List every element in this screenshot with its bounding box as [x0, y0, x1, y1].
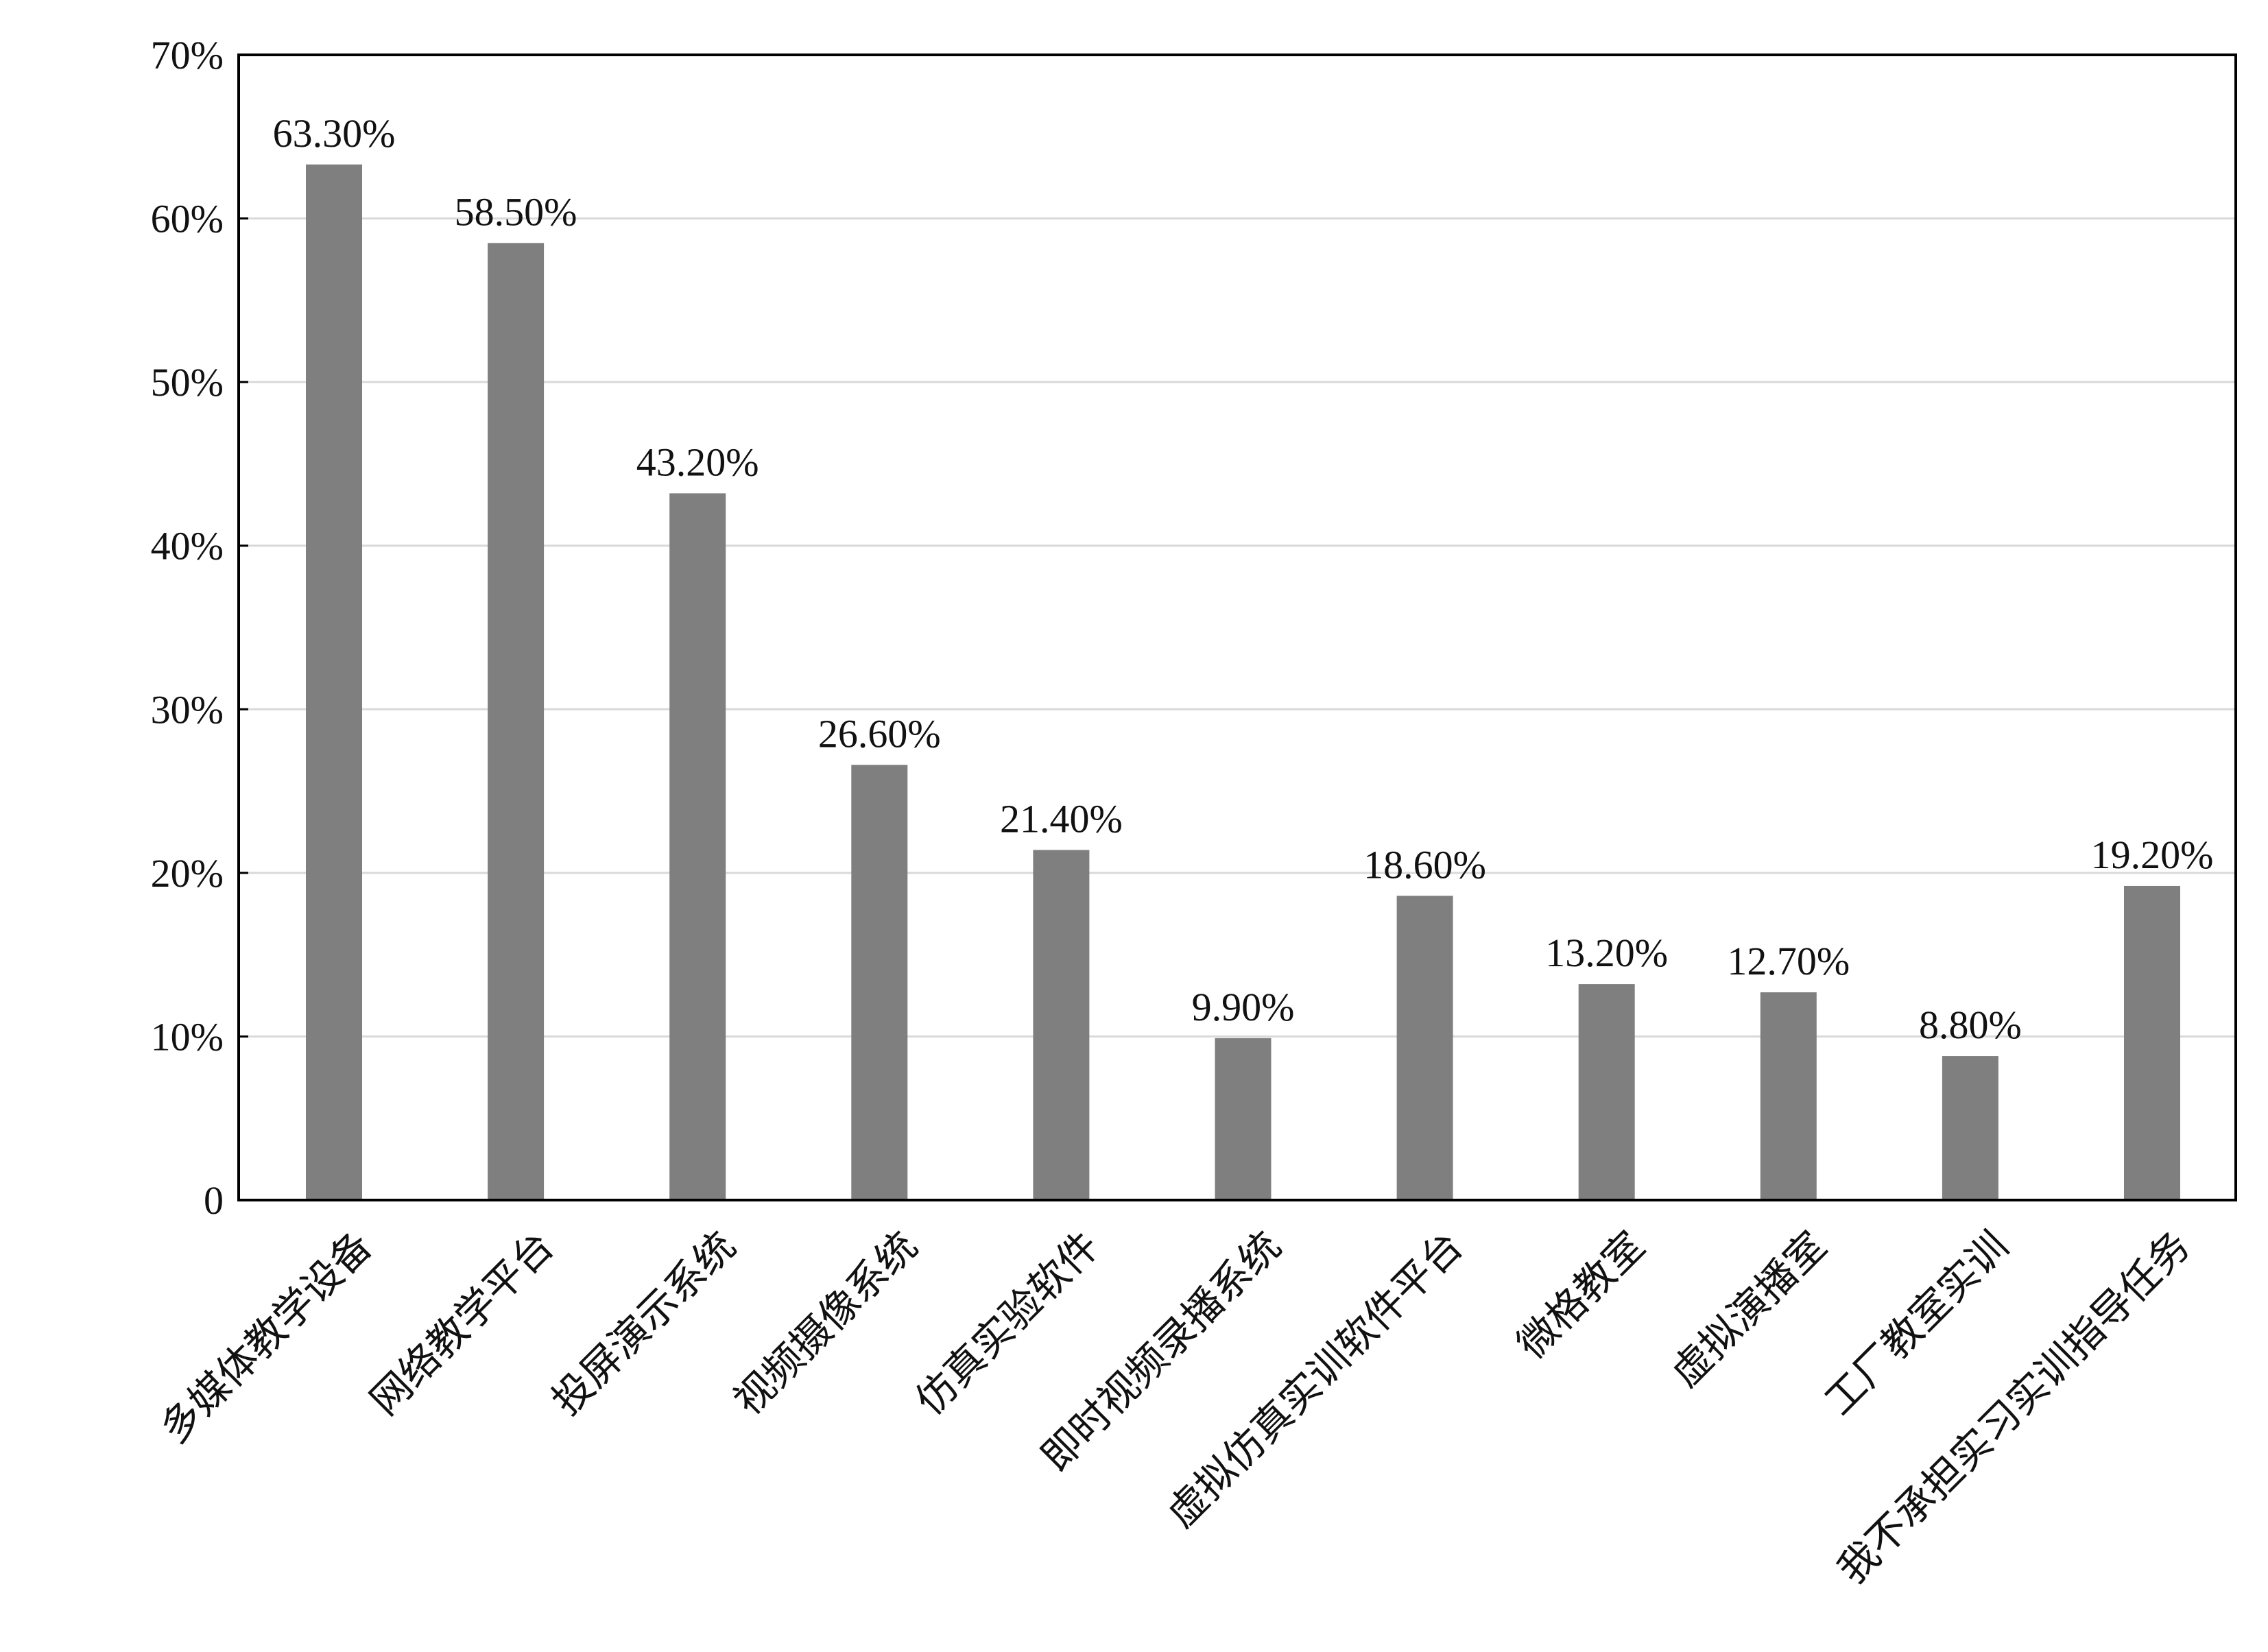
bars	[306, 164, 2180, 1201]
bar	[306, 164, 362, 1200]
bar	[1396, 896, 1453, 1200]
x-tick-label: 视频摄像系统	[725, 1222, 927, 1424]
bar	[1033, 850, 1090, 1200]
y-tick-label: 30%	[151, 687, 224, 732]
data-label: 43.20%	[636, 440, 759, 484]
x-tick-label: 工厂教室实训	[1815, 1222, 2017, 1424]
y-tick-label: 10%	[151, 1014, 224, 1059]
x-tick-label: 我不承担实习实训指导任务	[1828, 1222, 2199, 1592]
data-label: 13.20%	[1545, 931, 1668, 975]
bar	[488, 243, 545, 1200]
gridlines	[239, 217, 2236, 1038]
bar	[1215, 1038, 1272, 1200]
bar	[1578, 984, 1635, 1200]
bar	[1942, 1056, 1998, 1200]
data-label: 18.60%	[1363, 842, 1486, 887]
data-label: 58.50%	[455, 189, 577, 234]
y-tick-label: 50%	[151, 360, 224, 405]
bar	[1760, 992, 1817, 1200]
data-labels: 63.30% 58.50% 43.20% 26.60% 21.40% 9.90% 18.60…	[273, 111, 2214, 1047]
x-tick-label: 网络教学平台	[361, 1222, 562, 1424]
data-label: 63.30%	[273, 111, 396, 156]
bar	[2124, 885, 2180, 1200]
y-tick-label: 60%	[151, 197, 224, 241]
x-tick-label: 虚拟演播室	[1662, 1222, 1835, 1396]
y-tick-label: 40%	[151, 524, 224, 568]
x-tick-label: 多媒体教学设备	[151, 1222, 381, 1452]
x-tick-label: 虚拟仿真实训软件平台	[1158, 1222, 1472, 1536]
x-tick-label: 仿真实验软件	[907, 1222, 1108, 1424]
bar	[669, 493, 726, 1201]
y-tick-label: 0	[204, 1178, 224, 1223]
y-tick-label: 20%	[151, 851, 224, 896]
y-axis-ticks: 0 10% 20% 30% 40% 50% 60% 70%	[151, 33, 248, 1223]
data-label: 19.20%	[2091, 833, 2214, 877]
data-label: 21.40%	[1000, 796, 1123, 841]
bar	[851, 765, 908, 1200]
data-label: 9.90%	[1192, 985, 1295, 1029]
plot-frame	[237, 53, 2237, 1201]
x-tick-label: 微格教室	[1508, 1222, 1654, 1367]
data-label: 26.60%	[818, 711, 941, 756]
category-labels: 多媒体教学设备网络教学平台投屏演示系统视频摄像系统仿真实验软件即时视频录播系统虚…	[151, 1222, 2199, 1592]
data-label: 8.80%	[1919, 1003, 2022, 1047]
data-label: 12.70%	[1727, 939, 1850, 983]
x-tick-label: 投屏演示系统	[542, 1222, 744, 1424]
y-tick-label: 70%	[151, 33, 224, 77]
